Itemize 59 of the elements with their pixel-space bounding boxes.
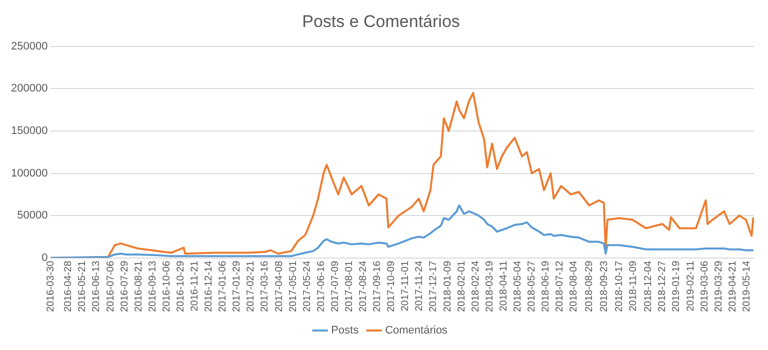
x-tick-label: 2018-11-09 <box>628 260 639 312</box>
x-tick-label: 2017-08-01 <box>344 260 355 312</box>
x-tick-label: 2016-07-29 <box>119 260 130 312</box>
x-tick-label: 2016-10-29 <box>175 260 186 312</box>
x-tick-label: 2017-07-09 <box>330 260 341 312</box>
x-tick-label: 2018-12-27 <box>657 260 668 312</box>
x-tick-label: 2017-05-24 <box>302 260 313 312</box>
x-tick-label: 2017-06-16 <box>316 260 327 312</box>
x-tick-label: 2016-03-30 <box>45 260 56 312</box>
x-tick-label: 2016-10-06 <box>161 260 172 312</box>
x-tick-label: 2017-04-08 <box>274 260 285 312</box>
x-tick-label: 2017-02-21 <box>246 260 257 312</box>
x-tick-label: 2017-09-16 <box>372 260 384 312</box>
x-tick-label: 2019-02-11 <box>685 260 696 312</box>
x-tick-label: 2017-01-06 <box>218 260 229 312</box>
x-tick-label: 2018-08-04 <box>568 260 580 312</box>
y-tick-label: 100000 <box>10 167 48 180</box>
x-tick-label: 2016-04-28 <box>63 260 74 312</box>
x-tick-label: 2017-08-24 <box>358 260 370 312</box>
x-tick-label: 2016-08-21 <box>133 260 144 312</box>
x-tick-label: 2016-12-14 <box>204 260 215 312</box>
y-tick-label: 250000 <box>10 40 48 52</box>
x-tick-label: 2017-05-01 <box>288 260 299 312</box>
y-tick-label: 50000 <box>17 210 48 222</box>
x-tick-label: 2017-11-24 <box>414 260 426 312</box>
x-tick-label: 2017-03-16 <box>260 260 271 312</box>
y-tick-label: 150000 <box>10 125 48 138</box>
x-tick-label: 2018-05-27 <box>526 260 538 312</box>
x-tick-label: 2018-08-29 <box>584 260 595 312</box>
x-tick-label: 2019-03-29 <box>713 260 724 312</box>
x-tick-label: 2019-05-14 <box>741 260 752 312</box>
x-tick-label: 2017-11-01 <box>400 260 412 312</box>
x-tick-label: 2018-06-19 <box>540 260 552 312</box>
x-tick-label: 2016-07-06 <box>105 260 116 312</box>
x-tick-label: 2018-12-04 <box>643 260 654 312</box>
x-tick-label: 2018-01-09 <box>442 260 454 312</box>
legend-label: Posts <box>331 324 360 337</box>
x-tick-label: 2018-09-23 <box>599 260 610 312</box>
legend-label: Comentários <box>385 324 448 337</box>
y-tick-label: 0 <box>42 252 48 264</box>
x-tick-label: 2017-10-09 <box>386 260 398 312</box>
x-tick-label: 2018-05-04 <box>512 260 524 312</box>
y-tick-label: 200000 <box>10 82 48 95</box>
x-tick-label: 2018-03-19 <box>484 260 496 312</box>
chart-title: Posts e Comentários <box>302 12 460 31</box>
x-tick-label: 2016-11-21 <box>190 260 201 312</box>
x-tick-label: 2018-02-01 <box>456 260 468 312</box>
x-tick-label: 2016-05-21 <box>77 260 88 312</box>
x-tick-label: 2016-09-13 <box>147 260 158 312</box>
x-tick-label: 2016-06-13 <box>91 260 102 312</box>
x-tick-label: 2017-01-29 <box>232 260 243 312</box>
x-tick-label: 2018-04-11 <box>498 260 510 312</box>
x-tick-label: 2018-10-17 <box>614 260 625 312</box>
x-tick-label: 2019-01-19 <box>671 260 682 312</box>
x-tick-label: 2017-12-17 <box>428 260 440 312</box>
x-tick-label: 2019-04-21 <box>727 260 738 312</box>
x-tick-label: 2018-07-12 <box>554 260 566 312</box>
x-tick-label: 2019-03-06 <box>699 260 710 312</box>
x-tick-label: 2018-02-24 <box>470 260 482 312</box>
